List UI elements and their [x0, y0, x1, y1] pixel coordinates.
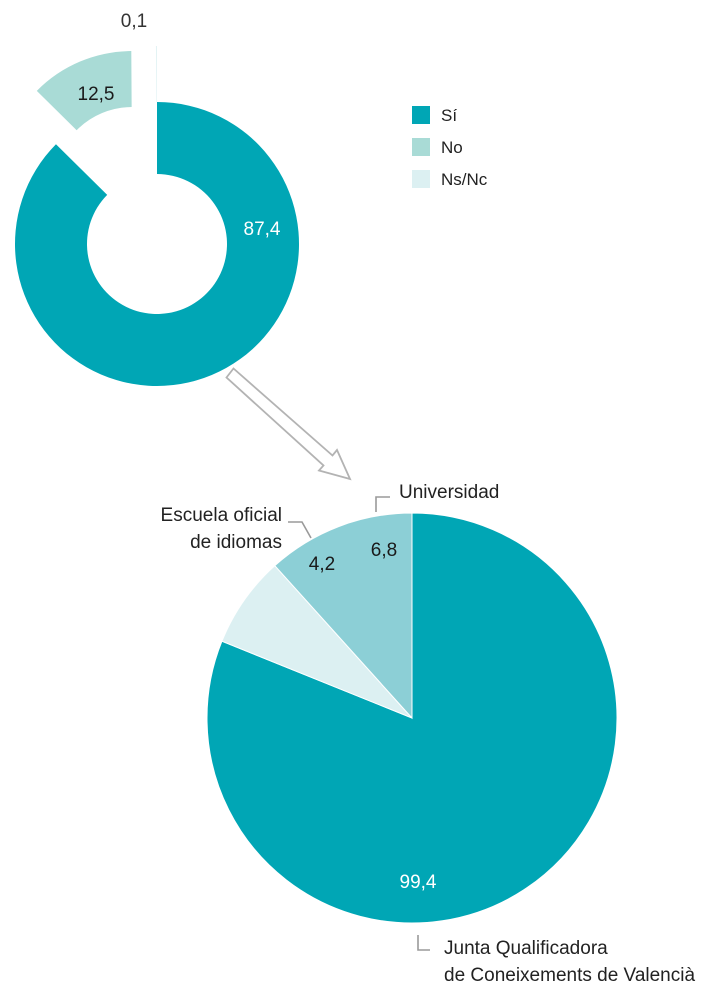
label-junta-line2: de Coneixements de Valencià: [444, 965, 695, 986]
pie-value-label-junta: 99,4: [400, 872, 437, 893]
donut-value-label-si: 87,4: [244, 219, 281, 240]
label-escuela-line2: de idiomas: [190, 532, 282, 553]
label-junta-line1: Junta Qualificadora: [444, 938, 608, 959]
legend-swatch-si: [412, 106, 430, 124]
legend: Sí No Ns/Nc: [412, 106, 488, 189]
donut-value-label-nsnc: 0,1: [121, 11, 147, 32]
legend-label-no: No: [441, 138, 463, 157]
leader-universidad: [375, 496, 390, 512]
donut-slice-ns-nc: [155, 46, 157, 103]
label-escuela-line1: Escuela oficial: [161, 505, 282, 526]
donut-slice-no: [36, 51, 132, 131]
pie-chart: 99,4 4,2 6,8: [206, 512, 618, 924]
legend-swatch-no: [412, 138, 430, 156]
pie-slice-universidad: [274, 512, 413, 720]
leader-junta: [417, 935, 430, 951]
leader-escuela: [288, 521, 312, 539]
legend-swatch-nsnc: [412, 170, 430, 188]
legend-label-nsnc: Ns/Nc: [441, 170, 488, 189]
breakdown-arrow: [225, 367, 352, 481]
pie-value-label-universidad: 6,8: [371, 540, 397, 561]
pie-value-label-escuela: 4,2: [309, 554, 335, 575]
donut-slice-si: [14, 102, 300, 386]
label-universidad: Universidad: [399, 482, 499, 503]
donut-chart: 87,4 12,5 0,1: [14, 11, 300, 386]
legend-label-si: Sí: [441, 106, 457, 125]
arrow-outline: [225, 367, 352, 481]
donut-value-label-no: 12,5: [78, 84, 115, 105]
